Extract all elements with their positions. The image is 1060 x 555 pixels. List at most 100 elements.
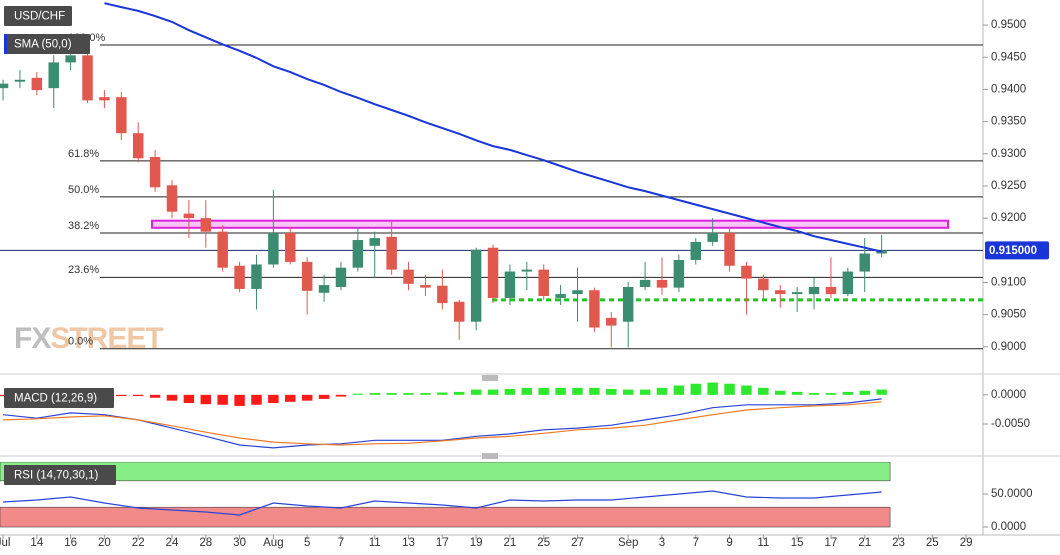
y-tick-label: 0.9000 [991,341,1026,353]
x-tick-label: 11 [369,537,381,549]
x-tick-label: 24 [166,537,179,549]
histogram-bar [606,389,617,395]
candle-body [656,279,668,288]
x-tick-label: 13 [402,537,415,549]
candle-body [318,285,330,293]
line-series [104,2,882,253]
candle-body [352,240,364,268]
fib-label: 50.0% [68,184,99,196]
candle-body [639,279,651,287]
candle-body [606,317,617,326]
histogram-bar [183,394,195,403]
candle-body [420,285,431,288]
candle-body [791,292,803,295]
candle-body [65,55,76,63]
histogram-bar [825,393,837,395]
candle-body [470,249,482,322]
candle-body [538,269,549,296]
y-tick-label: 0.0000 [991,521,1026,533]
candle-body [386,236,397,270]
rsi-band [0,462,891,482]
histogram-bar [775,390,786,395]
legend-stripe [4,34,7,54]
histogram-bar [487,389,499,395]
fib-label: 23.6% [68,264,99,276]
plot-layer: 0.9500 0.9450 0.9400 0.9350 0.9300 0.9250 0.92… [0,2,1049,549]
legend-label: SMA (50,0) [14,39,72,51]
candle-body [487,247,499,298]
histogram-bar [707,382,718,395]
x-tick-label: 7 [338,537,344,549]
candle-body [673,259,685,288]
histogram-bar [166,394,178,401]
candle-body [453,301,465,322]
last-price-box [985,241,1049,260]
y-tick-label: 0.9450 [991,51,1026,63]
x-tick-label: 27 [571,537,584,549]
histogram-bar [352,393,364,395]
candle-body [132,133,144,159]
histogram-bar [318,394,330,399]
legend-label: USD/CHF [14,11,65,23]
histogram-bar [116,394,127,396]
y-tick-label: 0.9400 [991,83,1026,95]
histogram-bar [251,394,262,405]
candle-body [335,267,347,287]
histogram-bar [403,393,414,395]
watermark: FXSTREET [14,322,163,355]
legend-label: RSI (14,70,30,1) [14,470,99,482]
histogram-bar [437,392,448,395]
line-series [2,490,882,516]
legend-box [4,34,90,54]
histogram-bar [149,394,161,398]
x-tick-label: 22 [132,537,145,549]
x-tick-label: 29 [960,537,973,549]
x-tick-label: 21 [858,537,871,549]
histogram-bar [876,389,887,395]
last-price-label: 0.915000 [989,245,1037,257]
x-tick-label: 16 [64,537,77,549]
candle-body [31,77,43,91]
candle-body [369,238,380,246]
histogram-bar [842,391,854,395]
candle-body [775,290,786,295]
candle-body [437,285,448,304]
histogram-bar [217,394,228,405]
y-tick-label: 0.9100 [991,277,1026,289]
y-tick-label: 0.9250 [991,180,1026,192]
candle-body [555,294,566,298]
candle-body [403,269,414,284]
x-tick-label: 20 [98,537,111,549]
histogram-bar [470,389,482,395]
rsi-band [0,506,891,528]
x-tick-label: 30 [233,537,246,549]
candle-body [82,55,93,101]
legend-box [4,6,72,26]
y-tick-label: 0.9050 [991,309,1026,321]
candle-body [48,62,59,89]
histogram-bar [724,383,735,395]
legend-box [4,388,114,408]
histogram-bar [673,385,685,395]
x-tick-label: 25 [537,537,550,549]
x-tick-label: 14 [30,537,43,549]
histogram-bar [285,394,296,402]
candle-body [758,278,769,291]
histogram-bar [335,394,347,397]
resize-grip[interactable] [482,453,498,459]
x-tick-label: 17 [436,537,449,549]
candle-body [690,241,702,260]
y-tick-label: 0.9350 [991,116,1026,128]
histogram-bar [420,393,431,395]
candle-body [707,232,718,242]
x-tick-label: 17 [825,537,838,549]
candle-body [14,79,26,82]
x-tick-label: Jul [0,537,10,549]
candle-body [0,83,9,89]
candle-body [825,286,837,295]
histogram-bar [808,393,820,395]
resize-grip[interactable] [482,375,498,381]
x-tick-label: 28 [199,537,212,549]
